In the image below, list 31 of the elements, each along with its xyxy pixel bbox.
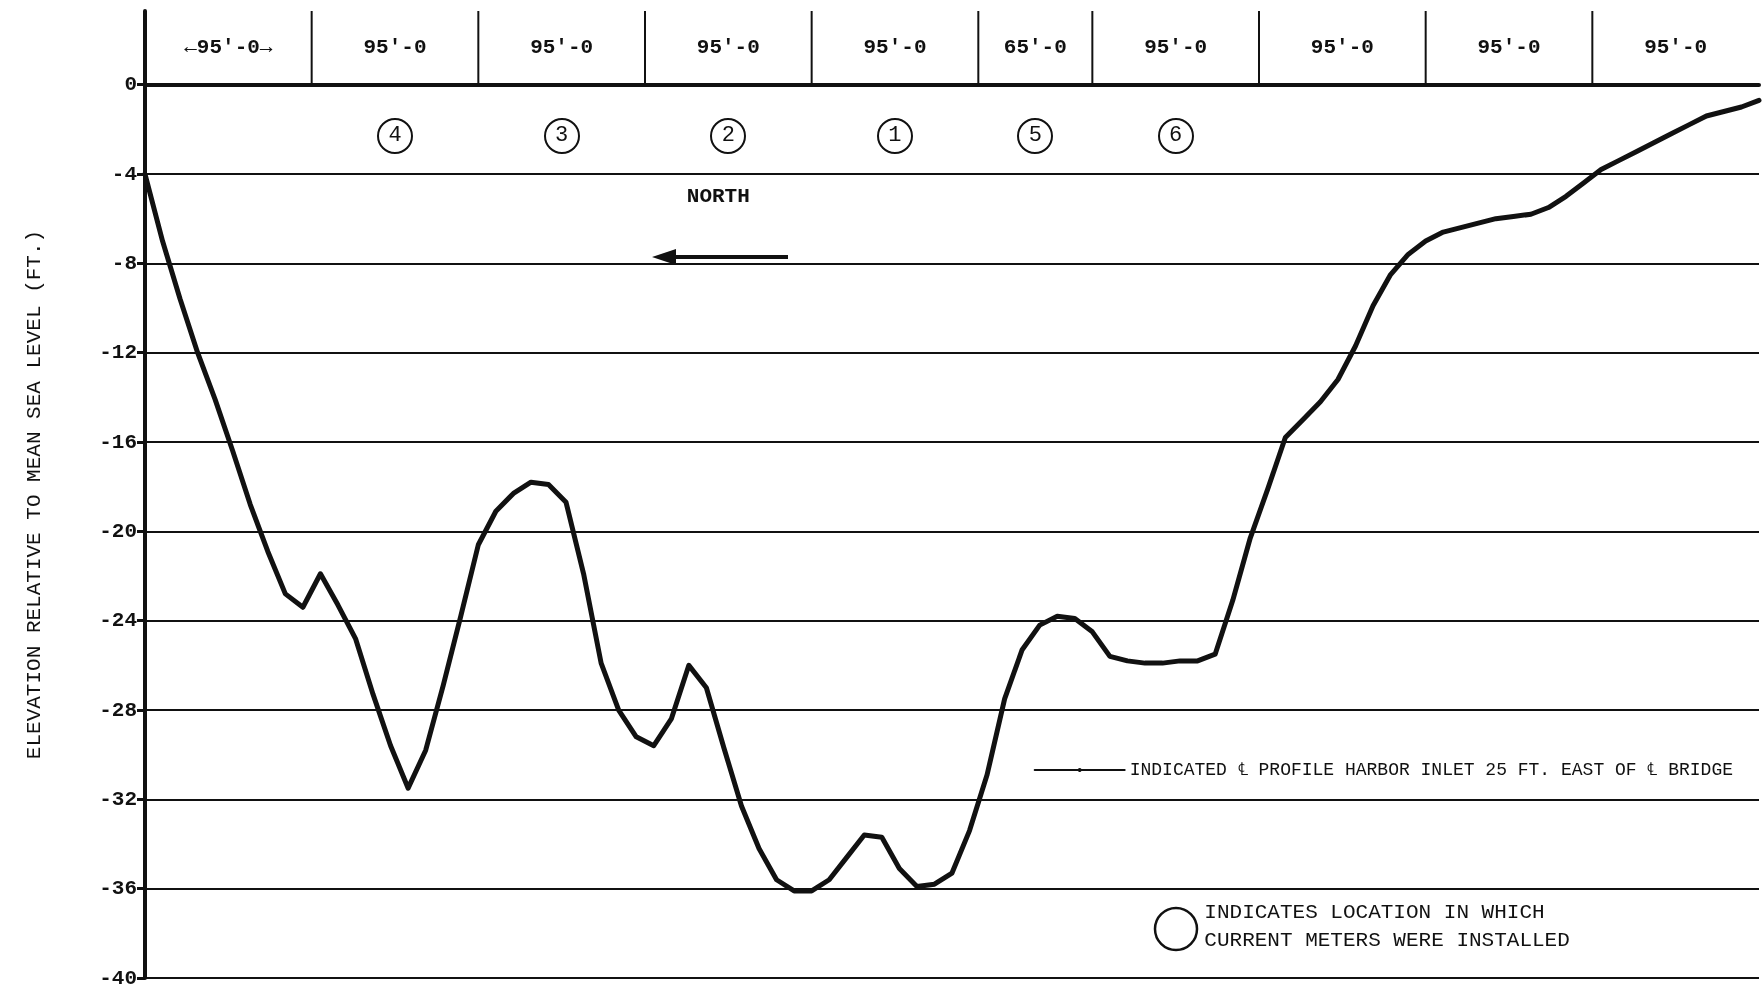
- annotation: 95'-0: [363, 36, 427, 60]
- y-axis-title: ELEVATION RELATIVE TO MEAN SEA LEVEL (FT.): [23, 229, 46, 760]
- annotation: 95'-0: [1477, 36, 1541, 60]
- annotation: INDICATES LOCATION IN WHICH CURRENT METERS WERE INSTALLED: [1200, 898, 1609, 955]
- annotation: 95'-0: [1310, 36, 1374, 60]
- annotation: 6: [1157, 118, 1194, 155]
- y-tick-label: -40: [99, 966, 137, 990]
- y-tick-label: -12: [99, 341, 137, 365]
- y-tick-label: -16: [99, 430, 137, 454]
- annotation: 95'-0: [1144, 36, 1208, 60]
- annotation: NORTH: [686, 184, 750, 208]
- y-tick-label: -36: [99, 877, 137, 901]
- annotation: 3: [543, 118, 580, 155]
- y-tick-label: -20: [99, 519, 137, 543]
- annotation: 65'-0: [1003, 36, 1067, 60]
- y-tick-label: 0: [124, 73, 137, 97]
- annotation: 95'-0: [863, 36, 927, 60]
- annotation: 95'-0: [530, 36, 594, 60]
- annotation: 1: [876, 118, 913, 155]
- annotation: 95'-0: [1644, 36, 1708, 60]
- y-tick-label: -28: [99, 698, 137, 722]
- y-tick-label: -24: [99, 609, 137, 633]
- annotation: 4: [376, 118, 413, 155]
- annotation: 2: [710, 118, 747, 155]
- annotation: 5: [1017, 118, 1054, 155]
- y-tick-label: -8: [111, 251, 137, 275]
- y-tick-label: -32: [99, 787, 137, 811]
- annotation: ←95'-0→: [184, 36, 273, 60]
- annotation: 95'-0: [696, 36, 760, 60]
- y-tick-label: -4: [111, 162, 137, 186]
- legend-label: INDICATED ℄ PROFILE HARBOR INLET 25 FT. EAST OF ℄ BRIDGE: [1129, 760, 1733, 780]
